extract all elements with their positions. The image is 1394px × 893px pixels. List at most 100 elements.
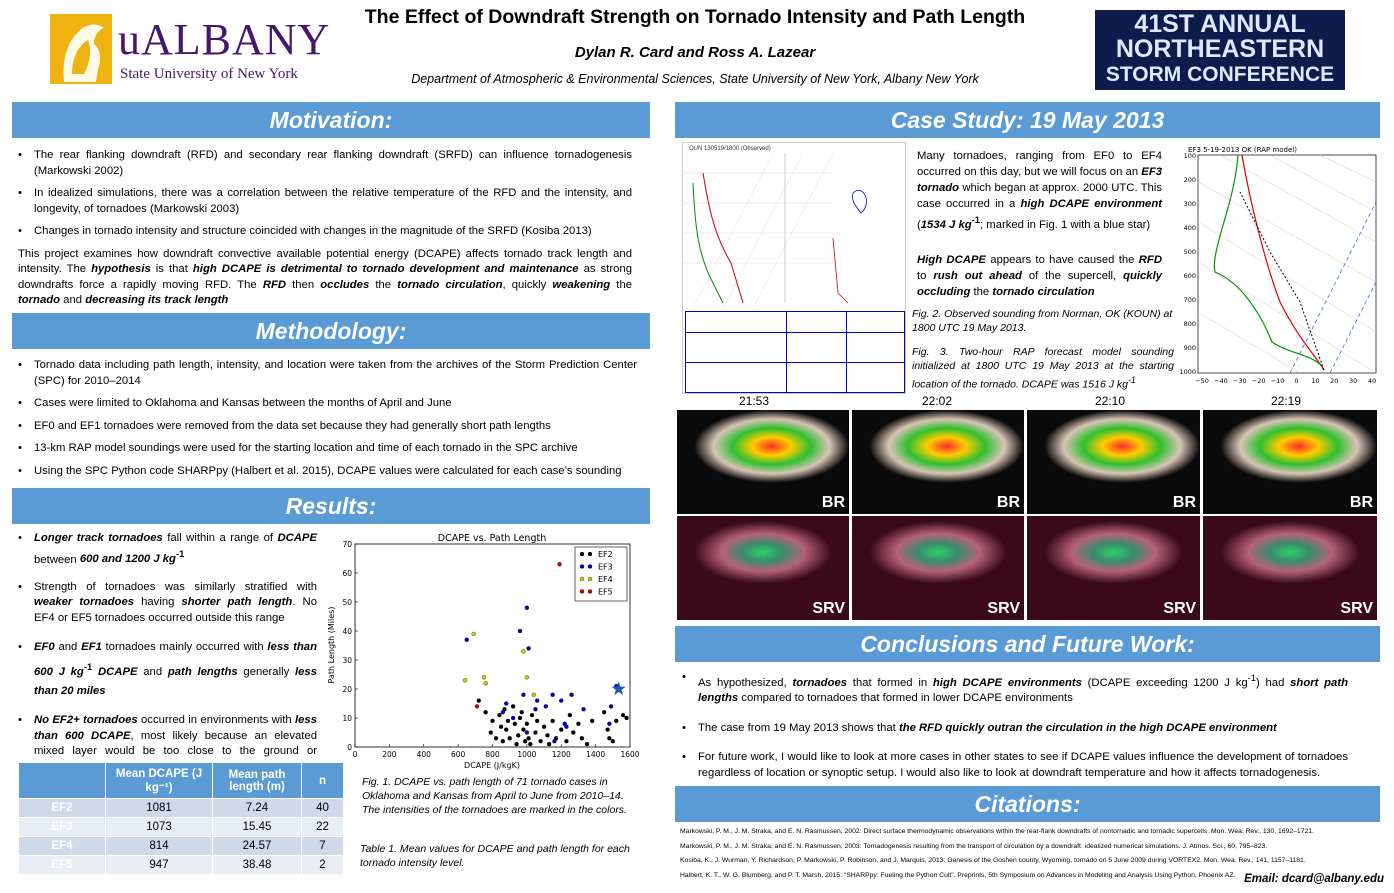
scatter-point-ef3 <box>517 628 523 634</box>
scatter-point-ef2 <box>505 718 511 724</box>
methodology-bullet: Tornado data including path length, inte… <box>12 358 637 389</box>
y-tick-label: 0 <box>347 743 352 752</box>
scatter-point-ef2 <box>476 698 481 703</box>
reflectivity-label: BR <box>821 494 845 511</box>
sounding-temp-label: −40 <box>1214 377 1228 385</box>
sounding-pressure-label: 1000 <box>1180 368 1196 376</box>
scatter-point-ef2 <box>526 736 531 741</box>
sounding-pressure-label: 700 <box>1184 296 1196 304</box>
x-tick-label: 1000 <box>517 750 536 759</box>
scatter-point-ef4 <box>483 681 488 686</box>
case-study-heading: Case Study: 19 May 2013 <box>675 102 1380 138</box>
scatter-point-ef3 <box>504 701 509 706</box>
scatter-point-ef2 <box>541 724 547 729</box>
results-heading: Results: <box>12 488 650 524</box>
table-row: EF3 1073 15.45 22 <box>18 817 344 837</box>
scatter-point-ef2 <box>576 721 581 726</box>
radar-time: 22:02 <box>922 394 953 408</box>
y-tick-label: 30 <box>342 656 352 665</box>
scatter-point-ef2 <box>514 741 519 747</box>
scatter-point-ef2 <box>602 710 607 715</box>
fig3-caption: Fig. 3. Two-hour RAP forecast model soun… <box>912 346 1174 391</box>
scatter-point-ef3 <box>608 704 614 709</box>
legend-label: EF2 <box>598 550 613 559</box>
scatter-point-ef2 <box>528 741 533 747</box>
scatter-point-ef2 <box>610 739 615 744</box>
table-header: Mean DCAPE (J kg⁻¹) <box>105 762 213 799</box>
scatter-point-ef3 <box>521 692 526 697</box>
methodology-bullet: 13-km RAP model soundings were used for … <box>12 441 637 457</box>
motivation-heading: Motivation: <box>12 102 650 138</box>
y-tick-label: 20 <box>342 685 352 694</box>
sounding-temp-label: 10 <box>1311 377 1319 385</box>
scatter-point-ef3 <box>510 715 516 721</box>
skewt-stats-panel <box>685 311 905 393</box>
velocity-label: SRV <box>812 600 845 617</box>
scatter-point-ef3 <box>500 710 505 715</box>
rap-sounding-figure: EF3 5-19-2013 OK (RAP model) 10020030040… <box>1180 146 1377 385</box>
reflectivity-label: BR <box>996 494 1020 511</box>
x-tick-label: 600 <box>451 750 466 759</box>
legend-label: EF4 <box>598 575 613 584</box>
scatter-point-ef2 <box>571 730 576 735</box>
scatter-point-ef2 <box>533 730 538 735</box>
methodology-bullet: EF0 and EF1 tornadoes were removed from … <box>12 419 637 435</box>
scatter-point-ef2 <box>521 727 526 732</box>
scatter-point-ef3 <box>607 721 612 726</box>
poster-affiliation: Department of Atmospheric & Environmenta… <box>411 72 979 86</box>
reflectivity-label: BR <box>1172 494 1196 511</box>
scatter-point-ef2 <box>507 736 512 741</box>
logo-wordmark: uALBANY <box>118 15 331 64</box>
citation-item: Markowski, P. M., J. M. Straka, and E. N… <box>680 828 1314 835</box>
legend-marker <box>587 564 593 569</box>
chart-title: DCAPE vs. Path Length <box>438 533 546 544</box>
x-tick-label: 200 <box>382 750 397 759</box>
conference-line-2: NORTHEASTERN <box>1115 35 1325 63</box>
sounding-pressure-label: 900 <box>1184 344 1196 352</box>
conference-line-1: 41ST ANNUAL <box>1134 10 1306 38</box>
y-tick-label: 60 <box>342 569 352 578</box>
scatter-point-ef2 <box>550 718 555 724</box>
scatter-point-ef3 <box>569 692 574 697</box>
scatter-point-ef2 <box>490 718 495 724</box>
scatter-point-ef2 <box>523 739 528 744</box>
methodology-section: Tornado data including path length, inte… <box>12 358 637 486</box>
citation-item: Halbert, K. T., W. G. Blumberg, and P. T… <box>680 871 1236 879</box>
fig2-caption: Fig. 2. Observed sounding from Norman, O… <box>912 308 1173 334</box>
scatter-point-ef3 <box>533 707 538 712</box>
x-tick-label: 1600 <box>620 750 639 759</box>
table-header: n <box>301 762 344 799</box>
reflectivity-panel: BR <box>852 410 1024 514</box>
scatter-point-ef2 <box>493 736 499 741</box>
conference-logo: 41ST ANNUAL NORTHEASTERN STORM CONFERENC… <box>1095 10 1345 90</box>
methodology-heading: Methodology: <box>12 313 650 349</box>
motivation-bullet: The rear flanking downdraft (RFD) and se… <box>12 148 632 179</box>
scatter-point-ef2 <box>512 721 517 726</box>
reflectivity-panel: BR <box>1203 410 1377 514</box>
table1-caption: Table 1. Mean values for DCAPE and path … <box>360 843 630 869</box>
scatter-point-ef2 <box>584 741 590 747</box>
radar-time-labels: 21:53 22:02 22:10 22:19 <box>677 394 1377 410</box>
scatter-point-ef4 <box>531 692 536 697</box>
observed-sounding-figure: OUN 130519/1800 (Observed) <box>682 142 906 394</box>
scatter-point-ef4 <box>521 649 526 654</box>
velocity-label: SRV <box>1340 600 1373 617</box>
scatter-point-ef2 <box>524 721 530 726</box>
poster-authors: Dylan R. Card and Ross A. Lazear <box>574 44 816 61</box>
scatter-point-ef2 <box>564 739 569 744</box>
radar-time: 22:19 <box>1271 394 1302 408</box>
velocity-panel: SRV <box>852 516 1024 620</box>
sounding-pressure-label: 600 <box>1184 272 1196 280</box>
legend-label: EF5 <box>598 588 613 597</box>
legend-marker <box>579 576 585 582</box>
scatter-point-ef3 <box>581 707 586 712</box>
sounding-temp-label: −10 <box>1271 377 1285 385</box>
legend-marker <box>579 589 585 594</box>
scatter-point-ef2 <box>614 718 619 724</box>
case-study-text: Many tornadoes, ranging from EF0 to EF4 … <box>917 150 1162 231</box>
scatter-point-ef2 <box>497 712 502 718</box>
conclusions-section: As hypothesized, tornadoes that formed i… <box>676 670 1348 788</box>
scatter-point-ef2 <box>624 715 629 721</box>
sounding-pressure-label: 500 <box>1184 248 1196 256</box>
scatter-point-ef2 <box>517 715 523 721</box>
